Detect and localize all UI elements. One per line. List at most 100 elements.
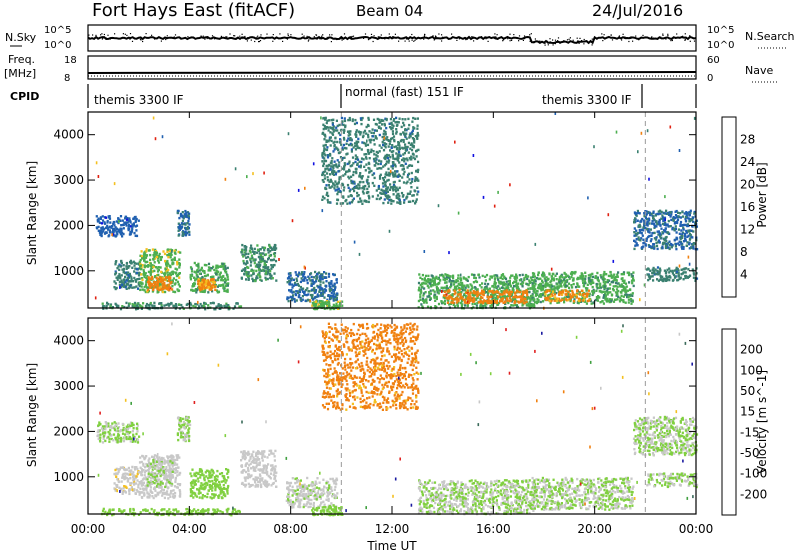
- noise-left-tick-bottom: 10^0: [44, 40, 71, 51]
- range-cell: [261, 255, 264, 259]
- range-cell: [565, 295, 569, 299]
- range-cell: [346, 139, 349, 142]
- range-cell: [677, 274, 680, 277]
- noise-search-point: [234, 35, 236, 37]
- range-cell: [143, 259, 146, 262]
- range-cell: [321, 179, 324, 182]
- range-cell: [611, 280, 615, 284]
- range-cell: [489, 305, 492, 308]
- range-cell: [640, 237, 643, 240]
- range-cell: [307, 275, 310, 278]
- range-cell: [613, 278, 616, 282]
- range-cell: [333, 160, 336, 163]
- noise-search-point: [682, 35, 684, 37]
- range-cell: [410, 148, 414, 152]
- range-cell: [512, 285, 516, 288]
- range-cell: [685, 231, 688, 234]
- range-cell: [653, 245, 656, 248]
- range-cell: [128, 265, 131, 268]
- range-cell: [252, 279, 255, 283]
- range-cell: [633, 247, 636, 251]
- range-cell: [402, 181, 406, 184]
- range-cell: [527, 287, 530, 290]
- range-cell: [603, 292, 607, 296]
- noise-search-point: [220, 35, 222, 37]
- range-cell: [529, 276, 533, 279]
- range-cell: [222, 279, 225, 282]
- range-cell: [146, 290, 149, 293]
- range-cell: [121, 268, 124, 271]
- range-cell: [139, 288, 142, 292]
- range-cell: [332, 166, 335, 170]
- range-cell: [532, 274, 535, 278]
- range-cell: [393, 145, 396, 149]
- range-cell: [260, 279, 263, 282]
- range-cell: [334, 136, 337, 139]
- range-cell: [552, 277, 555, 280]
- range-cell: [557, 286, 560, 289]
- range-cell: [643, 241, 646, 244]
- range-cell: [665, 231, 668, 234]
- range-cell: [307, 293, 310, 296]
- range-cell: [375, 123, 378, 126]
- range-cell: [288, 289, 291, 292]
- range-cell: [602, 296, 605, 299]
- range-cell: [664, 230, 667, 233]
- range-cell: [385, 189, 388, 192]
- range-cell: [336, 292, 339, 295]
- range-cell: [499, 299, 502, 302]
- range-cell: [343, 186, 346, 189]
- range-cell: [145, 279, 148, 283]
- range-cell: [206, 274, 209, 277]
- range-cell: [340, 123, 343, 126]
- range-cell: [479, 297, 482, 300]
- range-cell: [339, 189, 342, 193]
- range-cell: [471, 293, 474, 296]
- range-cell: [666, 268, 669, 272]
- range-cell: [456, 296, 459, 299]
- range-cell: [331, 169, 334, 172]
- range-cell: [261, 246, 264, 249]
- range-cell: [332, 141, 335, 144]
- range-cell: [342, 196, 345, 199]
- range-cell: [328, 305, 331, 309]
- range-cell: [613, 276, 616, 279]
- range-cell: [224, 269, 227, 272]
- range-cell: [146, 277, 149, 281]
- range-cell: [555, 299, 558, 303]
- range-cell: [156, 267, 159, 270]
- noise-search-point: [424, 34, 426, 36]
- range-cell: [566, 299, 569, 302]
- range-cell: [567, 292, 570, 295]
- range-cell: [244, 248, 247, 251]
- range-cell: [569, 298, 572, 301]
- range-cell: [492, 289, 496, 292]
- range-cell: [198, 269, 201, 272]
- range-cell: [673, 221, 677, 224]
- range-cell: [680, 273, 683, 276]
- range-cell: [269, 253, 273, 257]
- range-cell: [562, 298, 565, 301]
- range-cell: [181, 211, 184, 214]
- noise-search-point: [457, 36, 459, 38]
- range-cell: [655, 244, 659, 248]
- range-cell: [118, 280, 121, 283]
- range-cell: [405, 137, 408, 140]
- range-cell: [665, 224, 668, 227]
- range-cell: [524, 297, 527, 301]
- range-cell: [494, 290, 497, 294]
- range-cell: [405, 148, 409, 151]
- range-cell: [382, 201, 385, 205]
- range-cell: [367, 175, 370, 178]
- range-cell: [684, 232, 687, 236]
- noise-search-point: [364, 33, 367, 35]
- range-cell: [264, 253, 268, 256]
- range-cell: [115, 220, 118, 223]
- range-cell: [408, 156, 411, 160]
- range-cell: [416, 131, 419, 135]
- range-cell: [386, 173, 389, 177]
- range-cell: [443, 277, 446, 280]
- range-cell: [256, 276, 259, 280]
- range-cell: [331, 123, 334, 126]
- range-cell: [554, 274, 557, 277]
